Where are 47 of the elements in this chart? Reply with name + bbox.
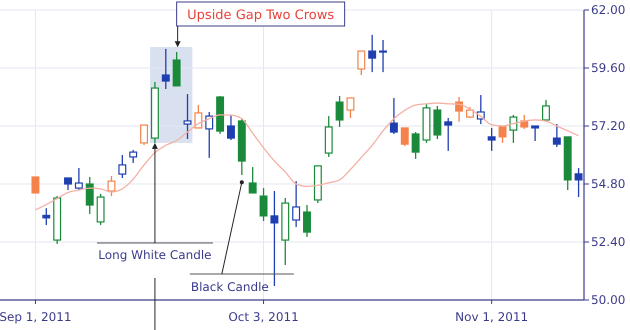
y-tick-label: 57.20 bbox=[591, 119, 626, 134]
x-tick-label: Nov 1, 2011 bbox=[455, 310, 528, 324]
candlestick bbox=[260, 187, 268, 222]
candlestick bbox=[531, 125, 540, 142]
candlestick bbox=[390, 97, 398, 135]
candlestick bbox=[303, 204, 311, 238]
candlestick bbox=[400, 127, 409, 147]
candlestick bbox=[444, 117, 452, 152]
candlestick bbox=[357, 50, 366, 76]
annotation: Long White Candle bbox=[98, 248, 212, 262]
candlestick bbox=[162, 48, 170, 90]
candlestick bbox=[379, 39, 388, 73]
candlestick bbox=[488, 127, 496, 152]
line-series bbox=[34, 102, 580, 211]
candlestick bbox=[140, 124, 148, 146]
candlestick bbox=[129, 149, 138, 164]
candlestick bbox=[64, 177, 72, 191]
candlestick bbox=[74, 167, 83, 191]
candlestick bbox=[118, 154, 126, 179]
candlestick bbox=[194, 104, 202, 129]
candlestick bbox=[346, 97, 354, 119]
annotation: Upside Gap Two Crows bbox=[187, 8, 334, 23]
candlestick bbox=[368, 34, 376, 73]
candlestick bbox=[270, 190, 278, 287]
candlestick bbox=[248, 166, 257, 194]
candlestick bbox=[336, 95, 344, 128]
y-tick-label: 62.00 bbox=[591, 3, 626, 18]
y-tick-label: 59.60 bbox=[591, 61, 626, 76]
candlestick bbox=[498, 126, 506, 144]
y-tick-label: 50.00 bbox=[591, 293, 626, 308]
candlestick bbox=[552, 123, 561, 148]
candlestick bbox=[42, 208, 50, 226]
candlestick bbox=[292, 180, 300, 228]
candlestick bbox=[509, 114, 518, 144]
candlestick bbox=[31, 176, 40, 194]
x-tick-label: Sep 1, 2011 bbox=[0, 310, 72, 324]
candlestick bbox=[226, 114, 235, 141]
candlestick bbox=[184, 93, 192, 140]
candlestick bbox=[542, 99, 550, 121]
annotation: Black Candle bbox=[190, 280, 269, 294]
candlestick bbox=[466, 106, 474, 119]
x-tick-label: Oct 3, 2011 bbox=[228, 310, 299, 324]
y-tick-label: 54.80 bbox=[591, 177, 626, 192]
candlestick bbox=[574, 167, 583, 198]
y-tick-label: 52.40 bbox=[591, 235, 626, 250]
candlestick bbox=[412, 131, 420, 160]
candlestick bbox=[108, 175, 116, 197]
